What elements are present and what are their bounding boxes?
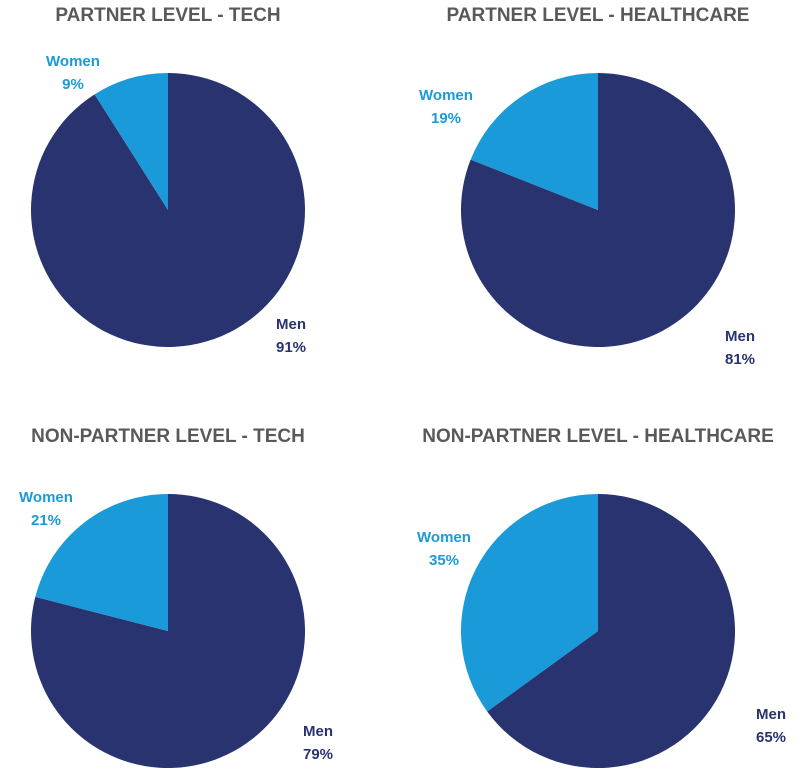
slice-label: Women [419,87,473,104]
pie-slice [470,73,598,210]
pie-slice [35,493,168,631]
value-label: 19% [431,110,461,127]
value-label: 9% [62,76,84,93]
value-label: 79% [303,746,333,763]
pie-slice [30,73,305,347]
pie-slice [94,73,168,210]
pie-slice [487,494,735,769]
slice-label: Men [756,706,786,723]
chart-title: PARTNER LEVEL - HEALTHCARE [447,5,750,26]
value-label: 81% [725,351,755,368]
slice-label: Men [303,723,333,740]
chart-title: PARTNER LEVEL - TECH [55,5,280,26]
chart-title: NON-PARTNER LEVEL - TECH [31,426,305,447]
value-label: 21% [31,512,61,529]
value-label: 35% [429,552,459,569]
chart-title: NON-PARTNER LEVEL - HEALTHCARE [422,426,774,447]
value-label: 91% [276,339,306,356]
slice-label: Women [46,53,100,70]
slice-label: Women [19,489,73,506]
pie-slice [460,494,598,712]
slice-label: Women [417,529,471,546]
slice-label: Men [276,316,306,333]
slice-label: Men [725,328,755,345]
value-label: 65% [756,729,786,746]
